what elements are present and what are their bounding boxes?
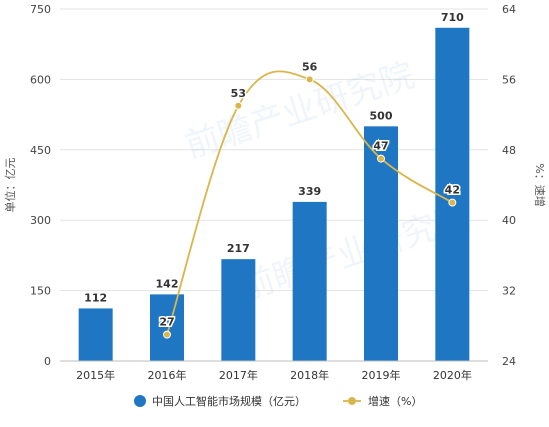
line-point xyxy=(448,198,457,207)
legend-label-bar: 中国人工智能市场规模（亿元） xyxy=(152,394,306,408)
y-tick-label: 750 xyxy=(30,3,51,16)
legend-swatch-line-dot xyxy=(348,397,356,405)
line-point xyxy=(234,101,243,110)
line-value-label: 42 xyxy=(445,184,460,197)
x-tick-label: 2015年 xyxy=(76,368,115,382)
grid-lines xyxy=(60,8,488,362)
x-tick-label: 2019年 xyxy=(362,368,401,382)
x-tick-label: 2020年 xyxy=(433,368,472,382)
legend-label-line: 增速（%） xyxy=(368,394,422,408)
bar-series: 112 142 217 339 500 710 xyxy=(78,11,470,361)
line-series: 27 53 56 47 42 xyxy=(158,59,461,339)
axes: 0 150 300 450 600 750 24 32 40 48 56 64 单位：亿元 %：速增 201… xyxy=(3,3,547,382)
y2-tick-label: 32 xyxy=(502,285,516,298)
bar xyxy=(435,27,470,361)
legend-swatch-bar xyxy=(134,395,146,407)
y2-tick-label: 40 xyxy=(502,214,516,227)
y-tick-label: 150 xyxy=(30,285,51,298)
bar xyxy=(292,201,327,361)
x-tick-label: 2017年 xyxy=(219,368,258,382)
y2-tick-label: 56 xyxy=(502,73,516,86)
line-point xyxy=(377,154,385,163)
line-value-label: 56 xyxy=(302,60,318,73)
line-point xyxy=(163,330,171,339)
bar xyxy=(150,294,184,361)
line-value-label: 53 xyxy=(231,87,246,100)
y2-tick-label: 24 xyxy=(502,355,516,368)
y2-tick-label: 64 xyxy=(502,3,516,16)
bar-value-label: 112 xyxy=(84,291,107,304)
y-tick-label: 450 xyxy=(30,144,51,157)
bar xyxy=(78,308,113,361)
line-value-label: 47 xyxy=(373,140,388,153)
bar xyxy=(221,259,256,361)
bar-value-label: 500 xyxy=(370,109,393,122)
y2-tick-label: 48 xyxy=(502,144,516,157)
x-tick-label: 2016年 xyxy=(148,368,187,382)
y2-axis-title: %：速增 xyxy=(533,163,547,206)
bar xyxy=(364,126,398,361)
line-value-label: 27 xyxy=(159,316,174,329)
legend: 中国人工智能市场规模（亿元） 增速（%） xyxy=(134,394,422,408)
y-tick-label: 300 xyxy=(30,214,51,227)
bar-value-label: 710 xyxy=(441,11,464,24)
bar-value-label: 217 xyxy=(227,242,250,255)
y-axis-title: 单位：亿元 xyxy=(3,158,17,213)
bar-value-label: 142 xyxy=(156,277,179,290)
bar-value-label: 339 xyxy=(298,185,321,198)
x-tick-label: 2018年 xyxy=(290,368,329,382)
y-tick-label: 0 xyxy=(44,355,51,368)
growth-line xyxy=(166,70,453,335)
line-point xyxy=(305,75,314,84)
y-tick-label: 600 xyxy=(30,73,51,86)
